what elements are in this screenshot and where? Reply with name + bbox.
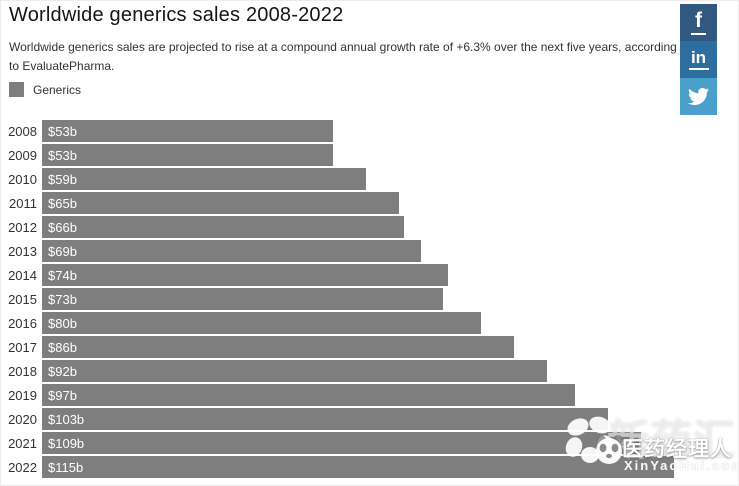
bar-value-label: $103b [48,411,85,427]
bar-row: 2013 $69b [1,239,701,263]
bar-row: 2019 $97b [1,383,701,407]
plot-area: $92b [42,360,701,382]
legend-label: Generics [33,82,82,97]
bar-value-label: $53b [48,147,77,163]
generics-bar-2009[interactable]: $53b [42,144,333,166]
facebook-icon-underline [691,33,706,35]
twitter-bird-icon [688,87,709,106]
generics-bar-2015[interactable]: $73b [42,288,443,310]
bar-value-label: $59b [48,171,77,187]
bar-row: 2009 $53b [1,143,701,167]
generics-bar-2008[interactable]: $53b [42,120,333,142]
plot-area: $53b [42,120,701,142]
year-axis-label: 2021 [8,435,37,451]
social-share-column: f in [680,4,717,115]
chart-subtitle: Worldwide generics sales are projected t… [9,40,677,73]
plot-area: $80b [42,312,701,334]
generics-bar-2017[interactable]: $86b [42,336,514,358]
plot-area: $97b [42,384,701,406]
bar-value-label: $92b [48,363,77,379]
bar-row: 2008 $53b [1,119,701,143]
bar-value-label: $115b [48,459,84,475]
generics-bar-2014[interactable]: $74b [42,264,448,286]
bar-row: 2010 $59b [1,167,701,191]
plot-area: $53b [42,144,701,166]
bar-row: 2011 $65b [1,191,701,215]
year-axis-label: 2016 [8,315,37,331]
plot-area: $103b [42,408,701,430]
chart-legend[interactable]: Generics [9,82,81,97]
plot-area: $65b [42,192,701,214]
plot-area: $115b [42,456,701,478]
bar-row: 2014 $74b [1,263,701,287]
bar-row: 2018 $92b [1,359,701,383]
year-axis-label: 2014 [8,267,37,283]
generics-bar-2018[interactable]: $92b [42,360,547,382]
generics-bar-2016[interactable]: $80b [42,312,481,334]
linkedin-icon: in [690,48,707,67]
year-axis-label: 2017 [8,339,37,355]
bar-value-label: $69b [48,243,77,259]
bar-row: 2022 $115b [1,455,701,479]
bar-value-label: $80b [48,315,77,331]
bar-value-label: $73b [48,291,77,307]
year-axis-label: 2010 [8,171,37,187]
generics-bar-2022[interactable]: $115b [42,456,674,478]
facebook-icon: f [695,9,702,32]
bar-row: 2021 $109b [1,431,701,455]
generics-bar-2010[interactable]: $59b [42,168,366,190]
bar-value-label: $53b [48,123,77,139]
plot-area: $86b [42,336,701,358]
bar-row: 2012 $66b [1,215,701,239]
bar-value-label: $86b [48,339,77,355]
bar-value-label: $109b [48,435,85,451]
generics-bar-2011[interactable]: $65b [42,192,399,214]
generics-bar-2021[interactable]: $109b [42,432,641,454]
generics-bar-2020[interactable]: $103b [42,408,608,430]
plot-area: $69b [42,240,701,262]
year-axis-label: 2012 [8,219,37,235]
bar-value-label: $74b [48,267,77,283]
year-axis-label: 2009 [8,147,37,163]
year-axis-label: 2020 [8,411,37,427]
generics-bar-2012[interactable]: $66b [42,216,404,238]
year-axis-label: 2013 [8,243,37,259]
bar-row: 2020 $103b [1,407,701,431]
year-axis-label: 2008 [8,123,37,139]
generics-bar-2013[interactable]: $69b [42,240,421,262]
linkedin-icon-underline [688,68,709,70]
bar-row: 2015 $73b [1,287,701,311]
year-axis-label: 2011 [9,195,37,211]
year-axis-label: 2019 [8,387,37,403]
year-axis-label: 2022 [8,459,37,475]
legend-swatch-generics [9,82,24,97]
generics-bar-2019[interactable]: $97b [42,384,575,406]
year-axis-label: 2015 [8,291,37,307]
plot-area: $73b [42,288,701,310]
year-axis-label: 2018 [8,363,37,379]
plot-area: $109b [42,432,701,454]
bar-row: 2016 $80b [1,311,701,335]
bar-chart: 2008 $53b 2009 $53b 2010 $59b 2011 $65b 2012 $66b… [1,119,701,479]
bar-value-label: $65b [48,195,77,211]
plot-area: $66b [42,216,701,238]
facebook-share-button[interactable]: f [680,4,717,41]
bar-row: 2017 $86b [1,335,701,359]
linkedin-share-button[interactable]: in [680,41,717,78]
bar-value-label: $97b [48,387,77,403]
bar-value-label: $66b [48,219,77,235]
plot-area: $74b [42,264,701,286]
plot-area: $59b [42,168,701,190]
page-title: Worldwide generics sales 2008-2022 [9,4,344,26]
twitter-share-button[interactable] [680,78,717,115]
